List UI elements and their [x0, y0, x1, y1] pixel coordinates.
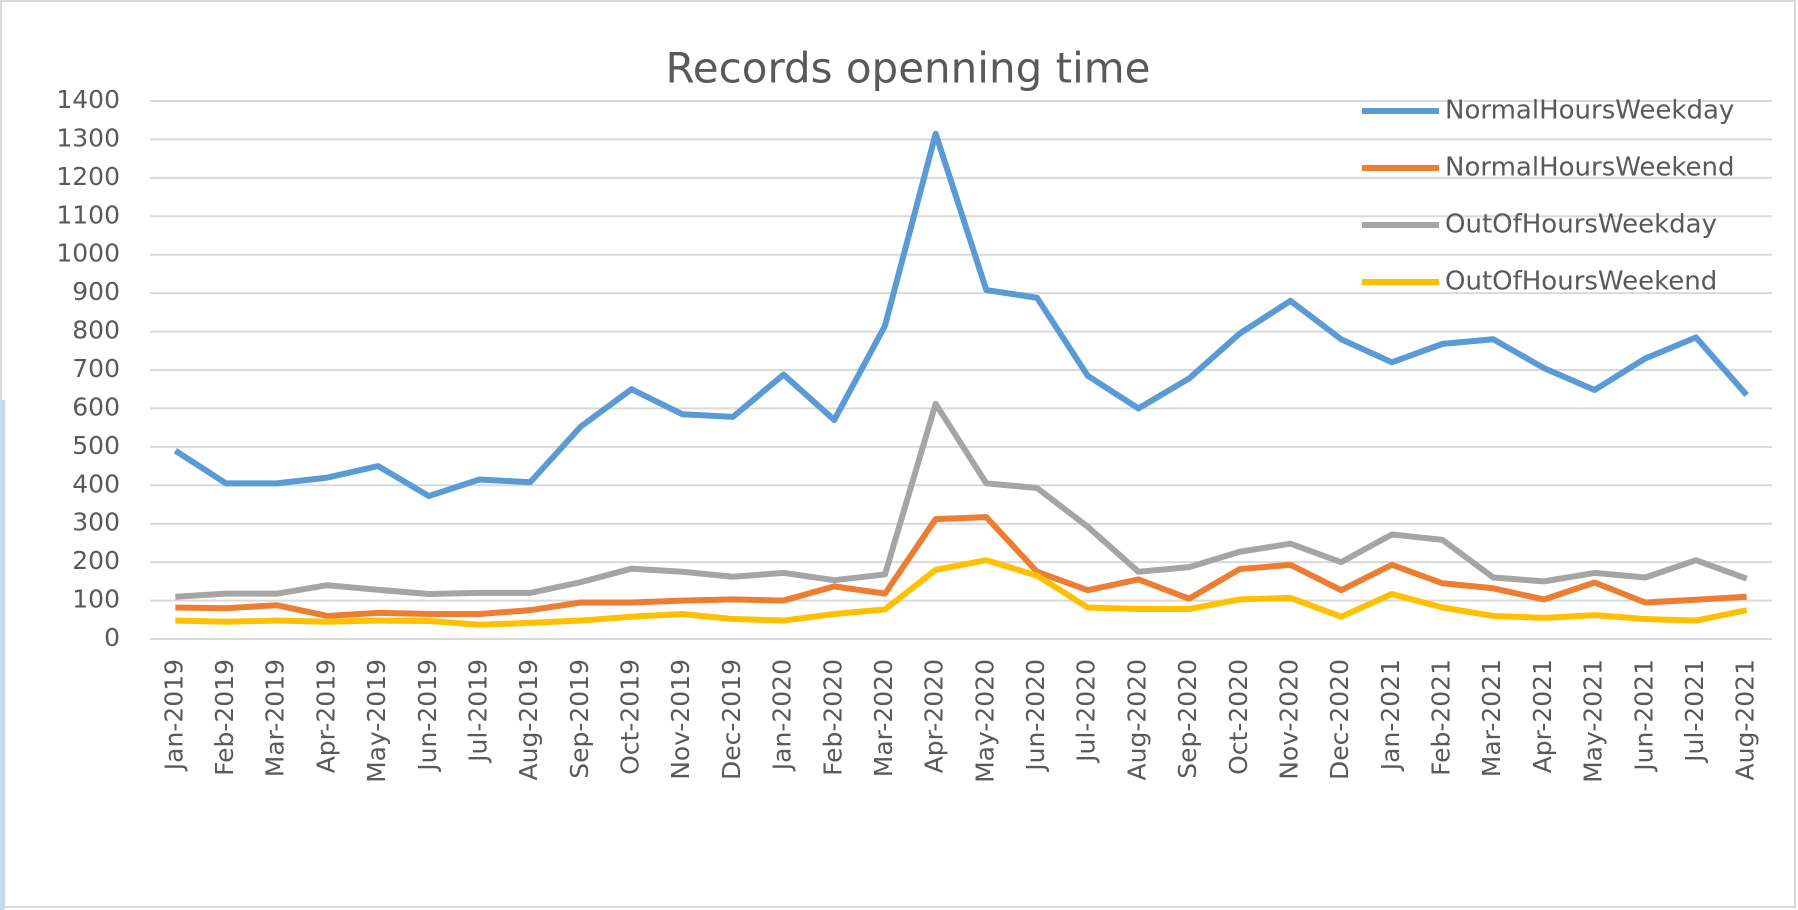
- x-tick-label: Jun-2019: [413, 659, 442, 773]
- y-tick-label: 1200: [56, 162, 120, 191]
- legend-label: NormalHoursWeekend: [1445, 153, 1735, 183]
- x-tick-label: Dec-2019: [717, 659, 746, 780]
- x-tick-label: Apr-2019: [311, 659, 340, 773]
- x-tick-label: Jul-2020: [1072, 659, 1101, 764]
- x-tick-label: Mar-2020: [869, 659, 898, 777]
- x-tick-label: Jun-2021: [1629, 659, 1658, 773]
- x-tick-label: Nov-2019: [666, 659, 695, 780]
- y-tick-label: 900: [72, 277, 120, 306]
- y-tick-label: 800: [72, 316, 120, 345]
- x-tick-label: May-2019: [362, 659, 391, 783]
- legend-label: OutOfHoursWeekend: [1445, 267, 1717, 297]
- x-tick-label: Jan-2020: [768, 659, 797, 772]
- x-tick-label: Dec-2020: [1325, 659, 1354, 780]
- x-tick-label: Feb-2019: [210, 659, 239, 776]
- x-tick-label: Oct-2020: [1224, 659, 1253, 775]
- x-tick-label: Sep-2019: [565, 659, 594, 779]
- y-tick-label: 600: [72, 392, 120, 421]
- y-tick-label: 1000: [56, 239, 120, 268]
- x-tick-label: Jul-2021: [1680, 659, 1709, 764]
- x-tick-label: May-2020: [970, 659, 999, 783]
- x-tick-label: Jan-2019: [159, 659, 188, 772]
- y-tick-label: 0: [104, 623, 120, 652]
- legend-label: NormalHoursWeekday: [1445, 96, 1734, 126]
- x-tick-label: Apr-2021: [1528, 659, 1557, 773]
- y-tick-label: 400: [72, 469, 120, 498]
- chart-title: Records openning time: [666, 44, 1151, 93]
- x-tick-label: Aug-2020: [1122, 659, 1151, 780]
- y-tick-label: 700: [72, 354, 120, 383]
- legend-label: OutOfHoursWeekday: [1445, 210, 1717, 240]
- x-tick-label: Apr-2020: [920, 659, 949, 773]
- x-tick-label: Mar-2021: [1477, 659, 1506, 777]
- x-tick-label: Jan-2021: [1376, 659, 1405, 772]
- y-tick-label: 1400: [56, 85, 120, 114]
- x-tick-label: Oct-2019: [616, 659, 645, 775]
- x-tick-label: Nov-2020: [1274, 659, 1303, 780]
- x-tick-label: Feb-2021: [1427, 659, 1456, 776]
- x-tick-label: Aug-2019: [514, 659, 543, 780]
- x-tick-label: Feb-2020: [818, 659, 847, 776]
- y-tick-label: 100: [72, 585, 120, 614]
- series-line: [175, 557, 1748, 628]
- series-line: [175, 514, 1747, 619]
- series-line: [175, 400, 1748, 600]
- series-line: [173, 130, 1749, 500]
- x-tick-label: May-2021: [1579, 659, 1608, 783]
- y-tick-label: 200: [72, 546, 120, 575]
- x-tick-label: Jun-2020: [1021, 659, 1050, 773]
- y-tick-label: 500: [72, 431, 120, 460]
- x-tick-label: Aug-2021: [1731, 659, 1760, 780]
- y-tick-label: 300: [72, 508, 120, 537]
- edge: [0, 400, 5, 910]
- y-tick-label: 1300: [56, 123, 120, 152]
- y-tick-label: 1100: [56, 200, 120, 229]
- x-tick-label: Mar-2019: [261, 659, 290, 777]
- x-tick-label: Sep-2020: [1173, 659, 1202, 779]
- x-tick-label: Jul-2019: [463, 659, 492, 764]
